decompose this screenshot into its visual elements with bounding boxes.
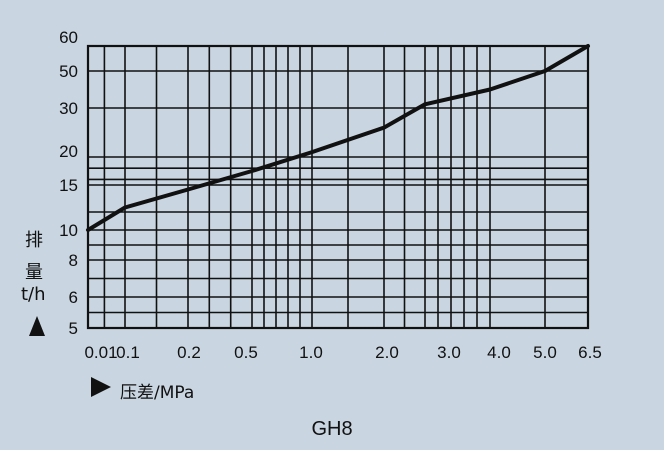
x-tick-label: 0.5 (234, 343, 258, 362)
x-tick-label: 0.1 (116, 343, 140, 362)
y-tick-label: 30 (59, 99, 78, 118)
y-tick-label: 6 (69, 288, 78, 307)
x-tick-label: 1.0 (299, 343, 323, 362)
x-axis-label: 压差/MPa (120, 383, 195, 403)
y-tick-label: 10 (59, 221, 78, 240)
y-axis-arrow-icon (29, 316, 45, 336)
x-axis-arrow-icon (91, 377, 111, 397)
x-tick-label: 3.0 (437, 343, 461, 362)
y-tick-labels: 5 6 8 10 15 20 30 50 60 (59, 28, 78, 338)
y-axis-label-unit: t/h (21, 284, 46, 305)
x-tick-label: 0.2 (177, 343, 201, 362)
series-layer (86, 44, 590, 232)
x-tick-label: 0.01 (84, 343, 117, 362)
x-tick-label: 2.0 (375, 343, 399, 362)
y-tick-label: 50 (59, 62, 78, 81)
x-tick-label: 4.0 (487, 343, 511, 362)
y-tick-label: 60 (59, 28, 78, 47)
x-tick-label: 5.0 (533, 343, 557, 362)
y-tick-label: 8 (69, 251, 78, 270)
y-tick-label: 5 (69, 319, 78, 338)
series-line (86, 44, 590, 232)
plot-border (86, 44, 590, 330)
x-tick-label: 6.5 (578, 343, 602, 362)
x-tick-labels: 0.010.1 0.2 0.5 1.0 2.0 3.0 4.0 5.0 6.5 (84, 343, 601, 362)
y-tick-label: 15 (59, 176, 78, 195)
y-tick-label: 20 (59, 142, 78, 161)
y-axis-label-char-1: 排 (25, 230, 43, 251)
grid (88, 46, 588, 328)
chart-title: GH8 (311, 418, 353, 440)
y-axis-label-char-2: 量 (25, 262, 43, 283)
plot-frame (86, 44, 590, 330)
